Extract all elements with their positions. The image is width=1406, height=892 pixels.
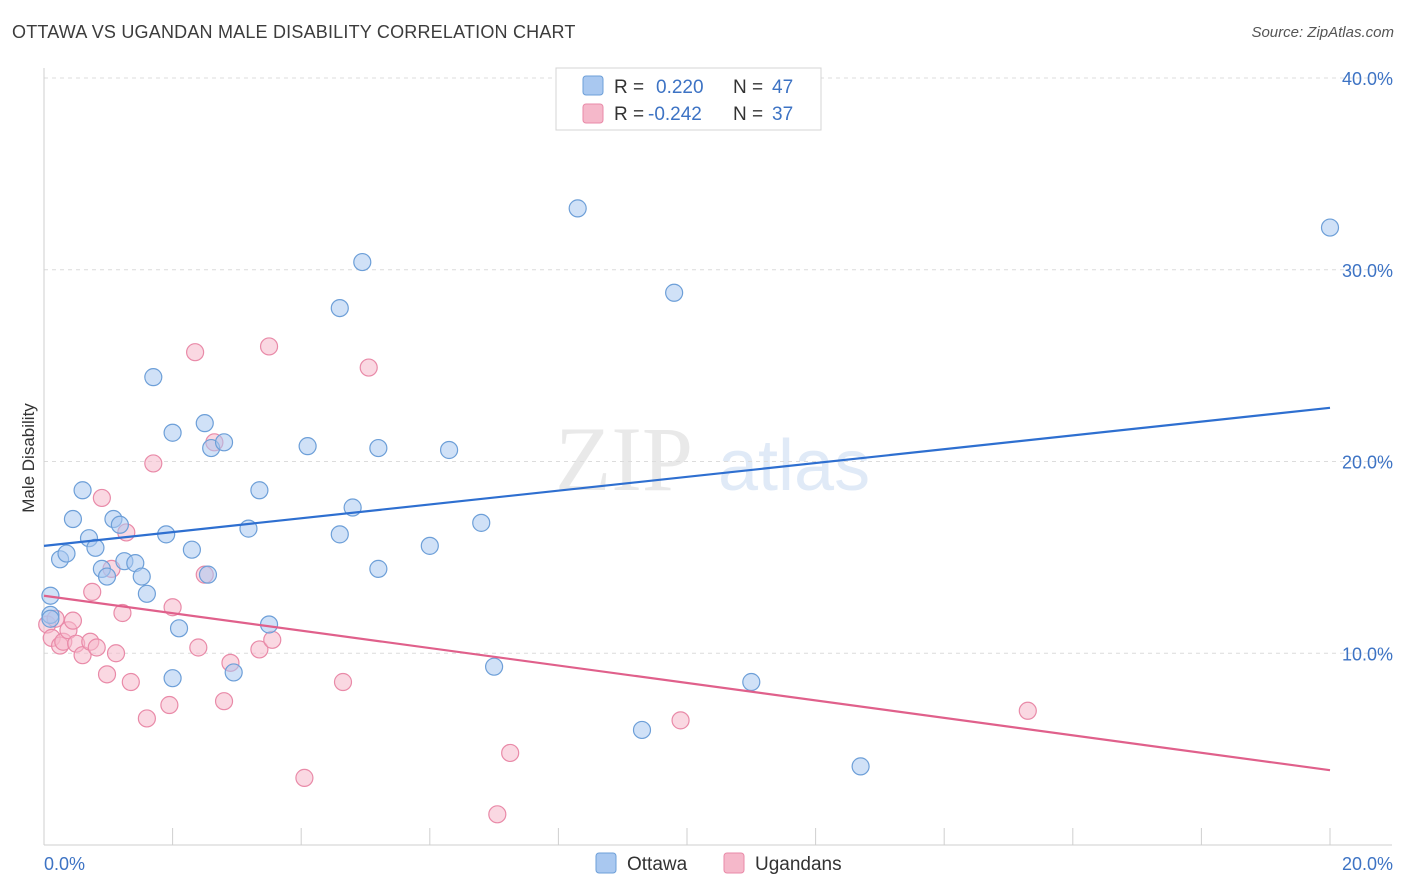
point-ottawa <box>224 663 243 682</box>
axes <box>43 68 1392 846</box>
point-ottawa <box>137 584 156 603</box>
point-ottawa <box>665 283 684 302</box>
point-ottawa <box>63 509 83 529</box>
point-ottawa <box>182 540 201 559</box>
point-ugandans <box>671 711 690 730</box>
y-tick-label: 10.0% <box>1342 644 1393 664</box>
legend-r-label-ottawa: R = <box>614 77 644 98</box>
trend-line-ugandans <box>43 594 1331 772</box>
point-ugandans <box>501 743 520 763</box>
point-ottawa <box>250 481 269 500</box>
point-ugandans <box>92 488 111 508</box>
point-ugandans <box>250 640 269 659</box>
legend-n-value-ugandans: 37 <box>772 104 793 125</box>
point-ottawa <box>110 515 129 534</box>
point-ottawa <box>298 437 317 456</box>
zipatlas-watermark: ZIP atlas <box>555 408 870 510</box>
point-ottawa <box>330 299 349 318</box>
point-ugandans <box>83 582 102 601</box>
point-ugandans <box>163 598 182 617</box>
point-ugandans <box>121 672 140 692</box>
point-ugandans <box>137 709 156 728</box>
bottom-legend-label-ugandans: Ugandans <box>755 854 842 875</box>
series-ugandans-points <box>38 337 1037 824</box>
point-ottawa <box>57 544 76 563</box>
point-ottawa <box>353 252 372 272</box>
legend-n-label-ottawa: N = <box>733 77 763 98</box>
point-ugandans <box>160 695 179 715</box>
legend-n-value-ottawa: 47 <box>772 77 793 98</box>
point-ottawa <box>472 513 491 532</box>
point-ugandans <box>113 603 132 623</box>
point-ottawa <box>198 565 218 584</box>
point-ottawa <box>485 657 504 676</box>
trend-line-ottawa <box>43 406 1331 547</box>
point-ottawa <box>568 199 587 218</box>
point-ugandans <box>333 672 353 692</box>
point-ottawa <box>369 559 388 578</box>
y-tick-label: 30.0% <box>1342 261 1393 281</box>
legend-n-label-ugandans: N = <box>733 104 763 125</box>
point-ottawa <box>439 440 459 460</box>
bottom-legend: Ottawa Ugandans <box>595 852 842 875</box>
point-ugandans <box>488 805 507 824</box>
bottom-legend-label-ottawa: Ottawa <box>627 854 688 875</box>
chart-title: OTTAWA VS UGANDAN MALE DISABILITY CORREL… <box>12 22 576 42</box>
point-ottawa <box>41 609 60 628</box>
point-ugandans <box>144 454 163 473</box>
point-ugandans <box>97 665 117 684</box>
gridlines <box>44 77 1392 654</box>
point-ottawa <box>195 414 214 433</box>
point-ottawa <box>632 720 652 740</box>
point-ottawa <box>163 669 182 688</box>
point-ottawa <box>132 567 151 586</box>
point-ottawa <box>169 619 189 638</box>
point-ugandans <box>359 358 378 377</box>
point-ottawa <box>214 433 234 452</box>
y-axis-title: Male Disability <box>19 403 38 513</box>
point-ugandans <box>63 611 83 630</box>
point-ugandans <box>1018 701 1037 720</box>
tick-labels: 10.0% 20.0% 30.0% 40.0% 0.0% 20.0% <box>44 69 1393 874</box>
point-ottawa <box>742 672 761 692</box>
legend-r-value-ottawa: 0.220 <box>656 77 704 98</box>
point-ugandans <box>189 638 208 657</box>
point-ugandans <box>263 630 282 649</box>
legend-swatch-ugandans <box>582 103 604 124</box>
watermark-zip: ZIP <box>555 408 693 510</box>
legend-r-label-ugandans: R = <box>614 104 644 125</box>
point-ottawa <box>851 757 870 776</box>
x-tick-label: 20.0% <box>1342 854 1393 874</box>
point-ugandans <box>106 644 126 663</box>
point-ottawa <box>1320 218 1340 237</box>
point-ottawa <box>73 481 92 500</box>
bottom-legend-swatch-ottawa <box>595 852 617 874</box>
point-ugandans <box>214 692 234 711</box>
legend: R = 0.220 N = 47 R = -0.242 N = 37 <box>555 67 822 131</box>
legend-swatch-ottawa <box>582 75 604 96</box>
point-ugandans <box>186 343 205 362</box>
y-tick-label: 20.0% <box>1342 453 1393 473</box>
point-ottawa <box>369 438 388 458</box>
legend-r-value-ugandans: -0.242 <box>648 104 702 125</box>
point-ottawa <box>97 567 117 586</box>
point-ottawa <box>330 525 349 544</box>
point-ugandans <box>259 337 279 356</box>
chart-source: Source: ZipAtlas.com <box>1251 24 1394 41</box>
point-ottawa <box>420 536 439 555</box>
trend-lines <box>43 406 1331 772</box>
point-ugandans <box>87 638 106 657</box>
x-tick-label: 0.0% <box>44 854 85 874</box>
bottom-legend-swatch-ugandans <box>723 852 745 874</box>
point-ottawa <box>144 368 163 387</box>
point-ugandans <box>73 646 92 665</box>
point-ugandans <box>295 768 314 787</box>
y-tick-label: 40.0% <box>1342 69 1393 89</box>
point-ottawa <box>163 423 182 442</box>
